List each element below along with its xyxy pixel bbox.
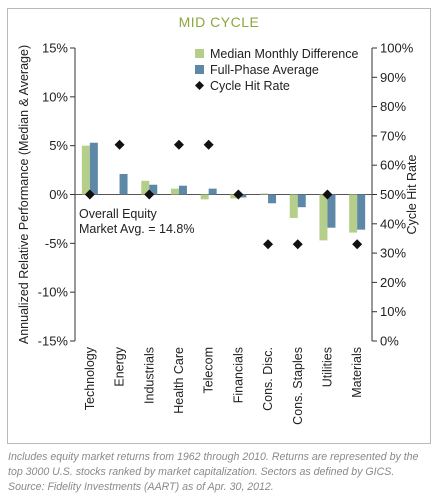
bar-median: [349, 194, 358, 233]
legend-swatch: [195, 65, 204, 74]
bar-median: [81, 145, 90, 195]
category-label: Telecom: [202, 347, 216, 394]
bar-average: [357, 194, 366, 230]
right-tick-label: 90%: [380, 70, 406, 85]
legend-label: Median Monthly Difference: [210, 47, 359, 61]
left-axis-title: Annualized Relative Performance (Median …: [17, 45, 31, 344]
right-tick-label: 80%: [380, 99, 406, 114]
category-label: Materials: [350, 347, 364, 398]
left-tick-label: -15%: [38, 334, 69, 349]
bar-median: [260, 193, 269, 195]
bar-median: [289, 194, 298, 218]
legend-swatch: [195, 49, 204, 58]
right-axis-title: Cycle Hit Rate: [405, 155, 419, 235]
left-tick-label: 10%: [42, 89, 68, 104]
category-label: Technology: [83, 346, 97, 410]
left-tick-label: 15%: [42, 41, 68, 56]
bar-median: [230, 194, 239, 199]
hit-rate-marker: [322, 189, 333, 200]
right-tick-label: 10%: [380, 304, 406, 319]
bar-average: [89, 142, 98, 195]
bar-average: [297, 194, 306, 208]
category-label: Cons. Staples: [291, 347, 305, 425]
bar-average: [178, 185, 187, 195]
right-tick-label: 30%: [380, 246, 406, 261]
chart-svg: 15% 10% 5% 0% -5% -10% -15% 100% 90% 80% 70% 60% 50%…: [17, 41, 419, 425]
right-tick-label: 70%: [380, 128, 406, 143]
annotation-line-2: Market Avg. = 14.8%: [79, 222, 194, 236]
bar-median: [141, 180, 150, 195]
hit-rate-marker: [114, 139, 125, 150]
legend-label: Full-Phase Average: [210, 63, 319, 77]
right-tick-label: 100%: [380, 41, 414, 56]
hit-rate-marker: [173, 139, 184, 150]
chart-title: MID CYCLE: [178, 14, 260, 30]
bar-median: [170, 188, 179, 195]
right-tick-label: 40%: [380, 216, 406, 231]
right-tick-label: 60%: [380, 158, 406, 173]
bar-average: [268, 194, 277, 204]
hit-rate-marker: [144, 189, 155, 200]
footnote: Includes equity market returns from 1962…: [8, 451, 419, 493]
legend-swatch: [195, 81, 204, 90]
category-label: Health Care: [172, 347, 186, 414]
hit-rate-marker: [352, 239, 363, 250]
hit-rate-marker: [292, 239, 303, 250]
left-tick-label: -10%: [38, 285, 69, 300]
category-label: Financials: [231, 347, 245, 403]
bar-average: [327, 194, 336, 228]
bar-average: [149, 184, 158, 195]
right-tick-label: 50%: [380, 187, 406, 202]
category-label: Cons. Disc.: [261, 347, 275, 411]
legend-label: Cycle Hit Rate: [210, 79, 290, 93]
left-tick-label: 0%: [49, 187, 68, 202]
category-label: Utilities: [320, 347, 334, 387]
hit-rate-marker: [84, 189, 95, 200]
right-tick-label: 20%: [380, 275, 406, 290]
bar-average: [119, 173, 128, 195]
hit-rate-marker: [203, 139, 214, 150]
category-label: Industrials: [142, 347, 156, 404]
hit-rate-marker: [263, 239, 274, 250]
bar-median: [200, 194, 209, 200]
right-tick-label: 0%: [380, 334, 399, 349]
left-tick-label: -5%: [45, 236, 69, 251]
annotation-line-1: Overall Equity: [79, 207, 158, 221]
bar-median: [319, 194, 328, 241]
bar-average: [238, 194, 247, 198]
left-tick-label: 5%: [49, 138, 68, 153]
category-label: Energy: [113, 346, 127, 386]
bar-average: [208, 188, 217, 195]
hit-rate-marker: [233, 189, 244, 200]
